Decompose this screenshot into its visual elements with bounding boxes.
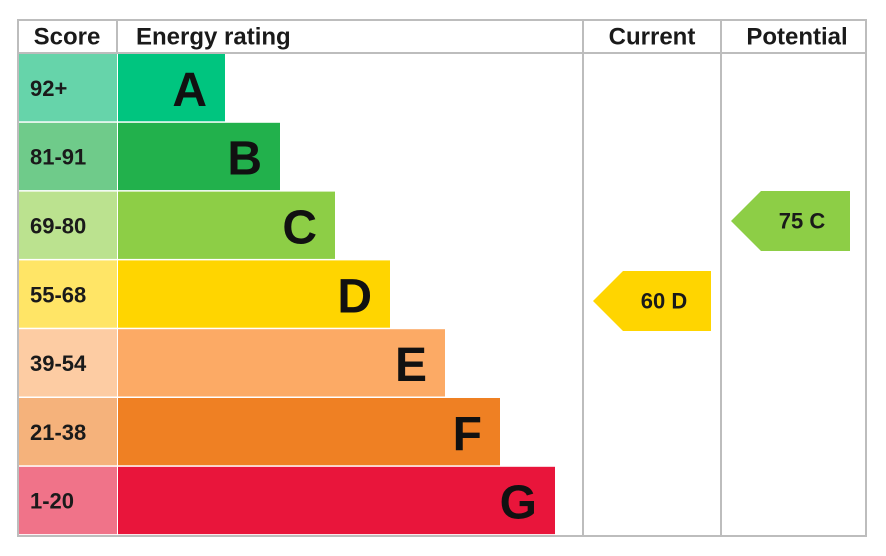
score-label: 55-68: [30, 282, 86, 307]
rating-bar: [118, 329, 445, 397]
potential-label: 75 C: [779, 209, 826, 234]
bands: 92+ A 81-91 B 69-80 C 55-68 D 39-54 E 21-38 F 1-20 G: [19, 54, 555, 535]
score-cell: [19, 398, 117, 466]
score-cell: [19, 191, 117, 259]
rating-letter: F: [453, 408, 482, 461]
score-label: 69-80: [30, 214, 86, 239]
rating-bar: [118, 398, 500, 466]
rating-bar: [118, 466, 555, 535]
rating-bar: [118, 54, 225, 122]
score-cell: [19, 122, 117, 191]
current-label: 60 D: [641, 289, 687, 314]
header-energy-rating: Energy rating: [136, 24, 291, 51]
score-cell: [19, 54, 117, 122]
rating-bar: [118, 260, 390, 328]
score-cell: [19, 260, 117, 328]
potential-arrow: [731, 191, 850, 251]
rating-letter: D: [337, 270, 372, 323]
score-cell: [19, 329, 117, 397]
header-potential: Potential: [746, 24, 847, 51]
rating-bar: [118, 191, 335, 259]
rating-letter: G: [500, 477, 537, 530]
score-label: 21-38: [30, 420, 86, 445]
score-label: 81-91: [30, 145, 86, 170]
score-label: 39-54: [30, 351, 87, 376]
rating-bar: [118, 122, 280, 191]
header-score: Score: [34, 24, 101, 51]
current-arrow: [593, 271, 711, 331]
score-label: 1-20: [30, 489, 74, 514]
rating-letter: B: [227, 133, 262, 186]
header-current: Current: [609, 24, 696, 51]
score-label: 92+: [30, 76, 67, 101]
rating-letter: A: [172, 64, 207, 117]
rating-letter: E: [395, 339, 427, 392]
score-cell: [19, 466, 117, 535]
rating-letter: C: [282, 202, 317, 255]
